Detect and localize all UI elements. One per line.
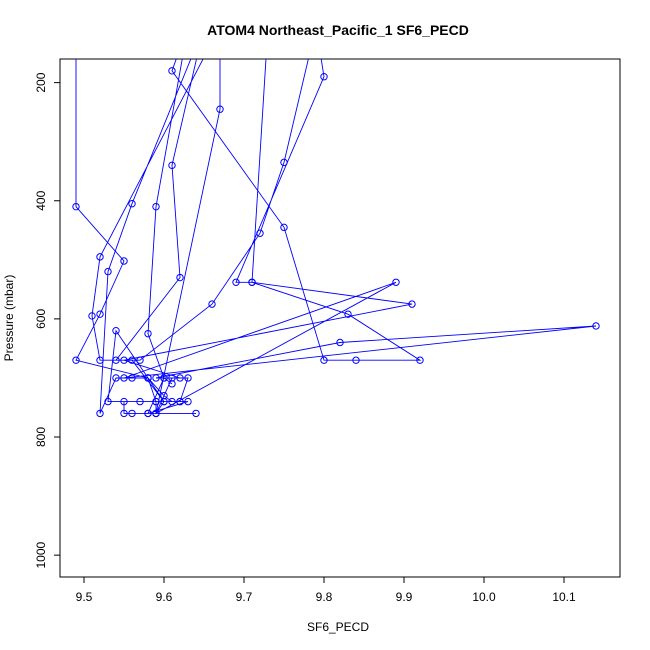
data-point [112,356,120,364]
x-axis-label: SF6_PECD [307,620,369,634]
data-point [128,374,136,382]
data-point [160,397,168,406]
x-tick-label: 10.1 [552,590,576,604]
data-point [136,397,144,406]
data-point [152,374,160,382]
data-point [232,278,240,286]
data-point [408,300,416,308]
data-point [96,253,104,261]
data-point [120,356,128,364]
data-point [176,397,184,406]
data-point [96,310,104,318]
chart-title: ATOM4 Northeast_Pacific_1 SF6_PECD [207,22,469,38]
data-point [144,374,152,382]
data-point [344,310,352,318]
y-tick-label: 600 [34,309,48,329]
series-layer [72,59,600,418]
data-point [256,229,264,237]
y-tick-label: 800 [34,427,48,447]
x-tick-label: 9.9 [396,590,413,604]
data-point [144,329,152,338]
data-point [416,356,424,364]
y-axis: 200 400 600 800 1000 [34,72,61,568]
data-point [248,278,256,286]
data-point [176,374,184,382]
data-point [168,161,176,170]
data-point [120,397,128,406]
data-point [128,200,136,208]
data-point [72,356,80,364]
data-point [320,73,328,81]
data-point [112,326,120,335]
data-point [216,105,224,113]
data-point [184,397,192,406]
data-point [112,374,120,382]
data-point [144,409,152,418]
data-point [280,223,288,232]
y-tick-label: 200 [34,72,48,92]
data-point [152,397,160,406]
x-tick-label: 10.0 [472,590,496,604]
y-tick-label: 1000 [34,541,48,568]
data-point [88,312,96,320]
data-point [120,374,128,382]
data-point [336,338,344,347]
data-point [176,273,184,282]
data-point [128,409,136,418]
data-point [320,356,328,364]
data-point [168,397,176,406]
data-point [120,257,128,265]
data-point [168,380,176,388]
x-tick-label: 9.5 [76,590,93,604]
data-point [168,67,176,75]
data-point [152,409,160,418]
data-point [120,409,128,418]
x-tick-label: 9.8 [316,590,333,604]
data-point [104,397,112,406]
data-point [96,356,104,364]
data-point [392,278,400,286]
data-point [592,322,600,330]
data-point [72,202,80,211]
x-tick-label: 9.7 [236,590,253,604]
y-axis-label: Pressure (mbar) [2,275,16,362]
data-point [192,409,200,418]
data-point [136,356,144,364]
data-point [128,356,136,364]
y-tick-label: 400 [34,190,48,210]
data-point [96,409,104,418]
data-point [208,300,216,308]
x-axis: 9.5 9.6 9.7 9.8 9.9 10.0 10.1 [76,576,576,604]
data-point [160,374,168,382]
x-tick-label: 9.6 [156,590,173,604]
data-point [104,267,112,276]
data-point [352,356,360,364]
series-line [75,59,597,415]
data-point [280,158,288,167]
data-point [152,202,160,211]
data-point [184,374,192,382]
